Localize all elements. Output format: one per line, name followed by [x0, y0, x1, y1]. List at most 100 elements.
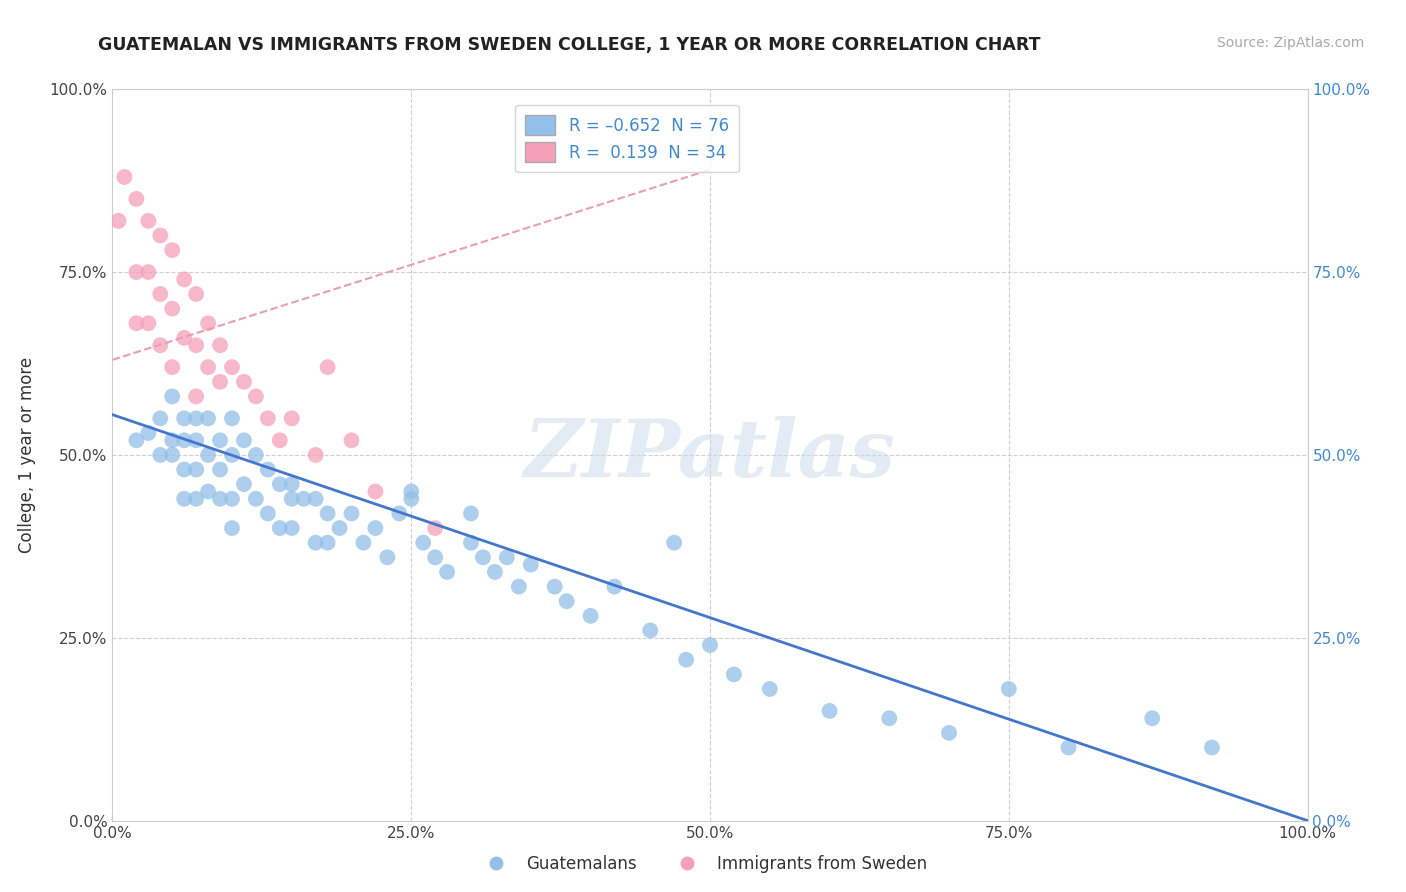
Point [425, 521, 447, 535]
Point [316, 360, 339, 375]
Point [173, 462, 195, 476]
Point [221, 491, 243, 506]
Text: ZIPatlas: ZIPatlas [524, 417, 896, 493]
Point [603, 580, 626, 594]
Point [401, 491, 423, 506]
Point [186, 389, 208, 403]
Point [209, 491, 232, 506]
Legend: Guatemalans, Immigrants from Sweden: Guatemalans, Immigrants from Sweden [472, 848, 934, 880]
Point [664, 535, 686, 549]
Point [162, 389, 183, 403]
Point [675, 653, 697, 667]
Point [388, 507, 411, 521]
Point [269, 477, 291, 491]
Point [162, 360, 183, 375]
Point [460, 535, 482, 549]
Point [364, 521, 387, 535]
Point [162, 448, 183, 462]
Point [472, 550, 495, 565]
Point [162, 301, 183, 316]
Point [125, 434, 148, 448]
Point [221, 411, 243, 425]
Point [281, 411, 304, 425]
Point [412, 535, 434, 549]
Point [173, 434, 195, 448]
Point [508, 580, 530, 594]
Text: GUATEMALAN VS IMMIGRANTS FROM SWEDEN COLLEGE, 1 YEAR OR MORE CORRELATION CHART: GUATEMALAN VS IMMIGRANTS FROM SWEDEN COL… [98, 36, 1040, 54]
Point [125, 316, 148, 330]
Point [340, 434, 363, 448]
Point [221, 360, 243, 375]
Point [245, 389, 267, 403]
Point [269, 434, 291, 448]
Point [257, 462, 280, 476]
Point [1201, 740, 1223, 755]
Point [316, 535, 339, 549]
Point [245, 491, 267, 506]
Point [484, 565, 506, 579]
Point [305, 535, 328, 549]
Point [221, 521, 243, 535]
Point [186, 491, 208, 506]
Point [149, 228, 172, 243]
Point [197, 484, 219, 499]
Point [125, 192, 148, 206]
Point [173, 272, 195, 286]
Point [425, 550, 447, 565]
Point [197, 411, 219, 425]
Point [436, 565, 458, 579]
Text: Source: ZipAtlas.com: Source: ZipAtlas.com [1216, 36, 1364, 50]
Point [107, 214, 129, 228]
Point [292, 491, 315, 506]
Point [1057, 740, 1080, 755]
Point [496, 550, 519, 565]
Point [233, 477, 256, 491]
Point [269, 521, 291, 535]
Point [818, 704, 841, 718]
Point [340, 507, 363, 521]
Point [186, 287, 208, 301]
Point [281, 477, 304, 491]
Point [938, 726, 960, 740]
Point [245, 448, 267, 462]
Point [352, 535, 374, 549]
Point [149, 448, 172, 462]
Point [520, 558, 543, 572]
Point [543, 580, 565, 594]
Point [138, 214, 160, 228]
Point [138, 265, 160, 279]
Point [149, 338, 172, 352]
Point [460, 507, 482, 521]
Point [186, 462, 208, 476]
Point [998, 681, 1021, 696]
Point [640, 624, 662, 638]
Point [197, 448, 219, 462]
Point [186, 434, 208, 448]
Point [162, 434, 183, 448]
Point [138, 316, 160, 330]
Point [305, 448, 328, 462]
Point [401, 484, 423, 499]
Point [209, 375, 232, 389]
Point [209, 462, 232, 476]
Y-axis label: College, 1 year or more: College, 1 year or more [18, 357, 35, 553]
Point [579, 608, 602, 623]
Point [173, 331, 195, 345]
Point [233, 434, 256, 448]
Point [281, 521, 304, 535]
Point [125, 265, 148, 279]
Point [257, 507, 280, 521]
Point [759, 681, 782, 696]
Point [197, 316, 219, 330]
Point [257, 411, 280, 425]
Point [114, 169, 135, 184]
Point [173, 491, 195, 506]
Legend: R = –0.652  N = 76, R =  0.139  N = 34: R = –0.652 N = 76, R = 0.139 N = 34 [515, 105, 738, 172]
Point [209, 434, 232, 448]
Point [197, 360, 219, 375]
Point [723, 667, 745, 681]
Point [149, 411, 172, 425]
Point [1142, 711, 1164, 725]
Point [364, 484, 387, 499]
Point [149, 287, 172, 301]
